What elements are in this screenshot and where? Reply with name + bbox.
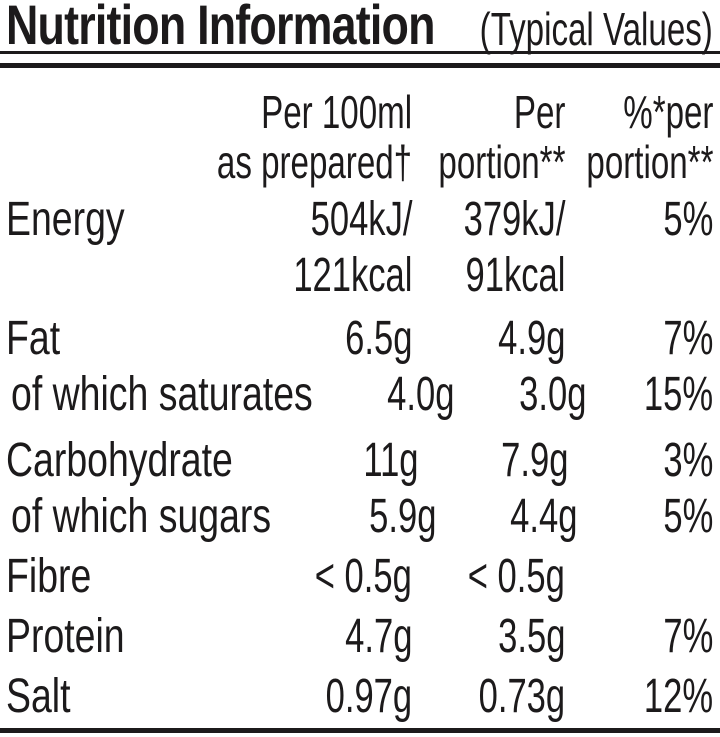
row-label: Fat bbox=[6, 311, 61, 365]
table-row-energy: Energy 504kJ/ 121kcal 379kJ/ 91kcal 5% bbox=[0, 192, 720, 304]
table-row-salt: Salt 0.97g 0.73g 12% bbox=[0, 669, 720, 725]
page-title: Nutrition Information bbox=[6, 0, 435, 56]
table-row-fat: Fat 6.5g 4.9g 7% bbox=[0, 311, 720, 367]
value-per-100ml: 5.9g bbox=[369, 489, 437, 543]
value-percent-ri: 5% bbox=[663, 192, 713, 246]
table-row-sugars: of which sugars 5.9g 4.4g 5% bbox=[0, 489, 720, 545]
title-row: Nutrition Information (Typical Values) bbox=[0, 0, 720, 56]
row-label: Protein bbox=[6, 609, 125, 663]
value-per-100ml: 0.97g bbox=[325, 669, 412, 723]
column-header-percent-per-portion: %*per portion** bbox=[585, 85, 713, 188]
table-header-row: Per 100ml as prepared† Per portion** %*p… bbox=[0, 87, 720, 187]
value-per-100ml: 11g bbox=[363, 433, 419, 487]
value-percent-ri: 5% bbox=[663, 489, 713, 543]
value-per-portion: 4.4g bbox=[509, 489, 578, 543]
value-per-portion: 4.9g bbox=[497, 311, 565, 365]
value-per-portion: 3.5g bbox=[497, 609, 565, 663]
divider-thin bbox=[0, 51, 720, 54]
value-percent-ri bbox=[565, 549, 713, 605]
value-per-portion: 3.0g bbox=[518, 367, 586, 421]
table-row-fibre: Fibre < 0.5g < 0.5g bbox=[0, 549, 720, 605]
column-header-per-100ml: Per 100ml as prepared† bbox=[216, 85, 412, 188]
row-label: Fibre bbox=[6, 549, 92, 603]
column-header-per-portion: Per portion** bbox=[437, 85, 565, 188]
value-percent-ri: 15% bbox=[643, 367, 713, 421]
row-label: Salt bbox=[6, 669, 71, 723]
value-per-portion: 7.9g bbox=[500, 433, 569, 487]
value-per-portion: < 0.5g bbox=[467, 549, 565, 603]
value-per-portion: 0.73g bbox=[478, 669, 565, 723]
value-percent-ri: 3% bbox=[663, 433, 713, 487]
title-qualifier: (Typical Values) bbox=[479, 3, 713, 55]
value-percent-ri: 7% bbox=[663, 311, 713, 365]
row-label: Energy bbox=[6, 192, 125, 246]
row-label: Carbohydrate bbox=[6, 433, 233, 487]
value-per-100ml: 6.5g bbox=[344, 311, 412, 365]
value-per-portion: 379kJ/ 91kcal bbox=[463, 192, 565, 302]
value-percent-ri: 7% bbox=[663, 609, 713, 663]
table-row-saturates: of which saturates 4.0g 3.0g 15% bbox=[0, 367, 720, 423]
value-per-100ml: 504kJ/ 121kcal bbox=[292, 192, 412, 302]
table-row-protein: Protein 4.7g 3.5g 7% bbox=[0, 609, 720, 665]
value-per-100ml: < 0.5g bbox=[314, 549, 412, 603]
value-per-100ml: 4.0g bbox=[387, 367, 455, 421]
row-label: of which saturates bbox=[11, 367, 313, 421]
value-percent-ri: 12% bbox=[643, 669, 713, 723]
divider-bottom bbox=[0, 727, 720, 733]
divider-thick bbox=[0, 62, 720, 68]
value-per-100ml: 4.7g bbox=[344, 609, 412, 663]
table-row-carbohydrate: Carbohydrate 11g 7.9g 3% bbox=[0, 433, 720, 489]
row-label: of which sugars bbox=[11, 489, 272, 543]
